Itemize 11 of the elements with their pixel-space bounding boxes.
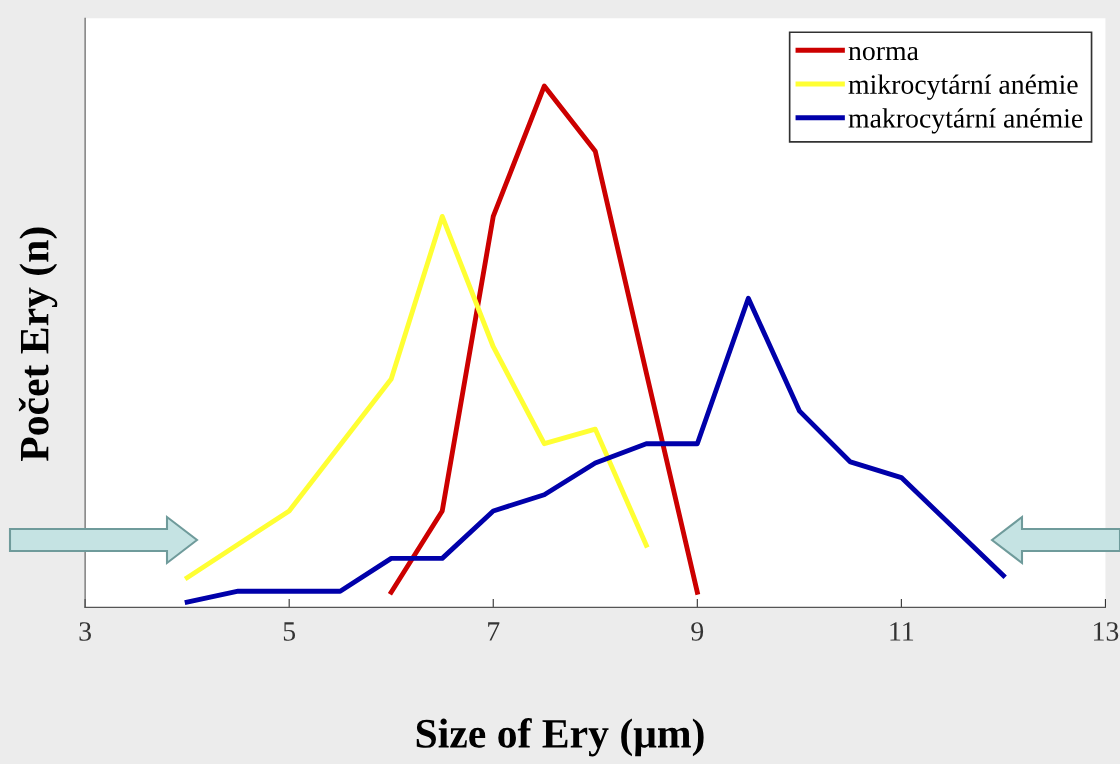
x-tick-label: 11 bbox=[890, 622, 914, 641]
legend-label: makrocytární anémie bbox=[848, 108, 1083, 134]
x-tick-label: 7 bbox=[488, 622, 500, 641]
x-tick-label: 13 bbox=[1093, 622, 1119, 641]
legend-label: mikrocytární anémie bbox=[848, 74, 1078, 100]
y-axis-title: Počet Ery (n) bbox=[18, 227, 58, 462]
x-tick-label: 5 bbox=[283, 622, 296, 641]
legend-label: norma bbox=[848, 46, 919, 61]
x-tick-label: 9 bbox=[691, 622, 704, 641]
x-axis-title: Size of Ery (μm) bbox=[416, 718, 704, 757]
x-tick-label: 3 bbox=[79, 622, 91, 641]
